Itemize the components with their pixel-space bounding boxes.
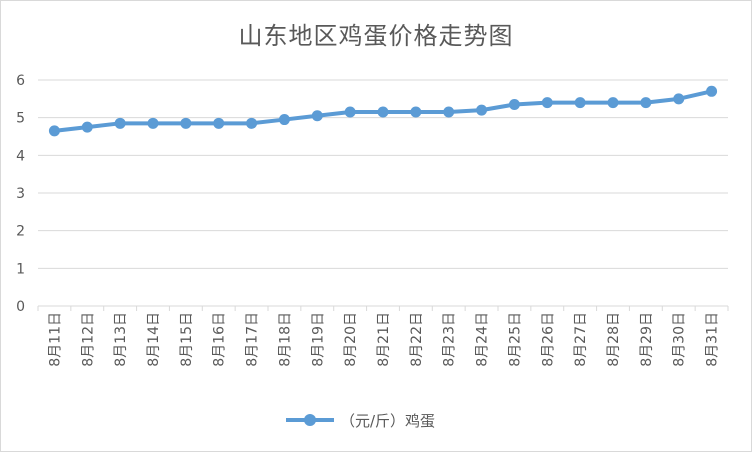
y-tick-label: 0 bbox=[16, 299, 25, 315]
x-tick-label: 8月21日 bbox=[376, 312, 392, 367]
x-tick-label: 8月17日 bbox=[245, 312, 261, 367]
x-tick-label: 8月14日 bbox=[146, 312, 162, 367]
x-tick-label: 8月30日 bbox=[672, 312, 688, 367]
data-point bbox=[410, 106, 422, 118]
x-tick-label: 8月29日 bbox=[639, 312, 655, 367]
x-tick-label: 8月27日 bbox=[573, 312, 589, 367]
data-point bbox=[673, 93, 685, 105]
x-tick-label: 8月26日 bbox=[540, 312, 556, 367]
data-point bbox=[246, 117, 258, 129]
data-point bbox=[311, 110, 323, 122]
data-point bbox=[574, 97, 586, 109]
data-point bbox=[476, 104, 488, 116]
x-tick-label: 8月13日 bbox=[113, 312, 129, 367]
y-tick-label: 4 bbox=[16, 148, 25, 164]
y-tick-label: 6 bbox=[16, 73, 25, 89]
x-tick-label: 8月22日 bbox=[409, 312, 425, 367]
x-tick-label: 8月28日 bbox=[606, 312, 622, 367]
x-tick-label: 8月12日 bbox=[80, 312, 96, 367]
legend: （元/斤）鸡蛋 bbox=[0, 408, 752, 432]
x-tick-label: 8月16日 bbox=[212, 312, 228, 367]
data-point bbox=[640, 97, 652, 109]
data-point bbox=[706, 85, 718, 97]
data-point bbox=[114, 117, 126, 129]
series-layer bbox=[48, 85, 718, 137]
x-tick-label: 8月20日 bbox=[343, 312, 359, 367]
y-tick-label: 3 bbox=[16, 186, 25, 202]
data-point bbox=[344, 106, 356, 118]
data-point bbox=[147, 117, 159, 129]
data-point bbox=[508, 98, 520, 110]
x-axis-ticks: 8月11日 8月12日 8月13日 8月14日 8月15日 8月16日 8月17日 8月18日… bbox=[37, 306, 729, 367]
x-tick-label: 8月11日 bbox=[47, 312, 63, 367]
y-tick-label: 5 bbox=[16, 111, 25, 127]
chart-title: 山东地区鸡蛋价格走势图 bbox=[238, 22, 514, 50]
data-point bbox=[180, 117, 192, 129]
x-tick-label: 8月31日 bbox=[705, 312, 721, 367]
gridlines bbox=[38, 79, 728, 307]
data-point bbox=[377, 106, 389, 118]
x-tick-label: 8月18日 bbox=[277, 312, 293, 367]
data-point bbox=[81, 121, 93, 133]
x-tick-label: 8月15日 bbox=[179, 312, 195, 367]
data-point bbox=[278, 114, 290, 126]
x-tick-label: 8月23日 bbox=[442, 312, 458, 367]
data-point bbox=[443, 106, 455, 118]
y-tick-label: 2 bbox=[16, 224, 25, 240]
data-point bbox=[541, 97, 553, 109]
x-tick-label: 8月24日 bbox=[475, 312, 491, 367]
y-axis-ticks: 0 1 2 3 4 5 6 bbox=[16, 73, 25, 315]
data-point bbox=[48, 125, 60, 137]
x-tick-label: 8月25日 bbox=[507, 312, 523, 367]
data-point bbox=[213, 117, 225, 129]
legend-marker bbox=[286, 408, 334, 432]
data-point bbox=[607, 97, 619, 109]
legend-label: （元/斤）鸡蛋 bbox=[340, 411, 436, 430]
x-tick-label: 8月19日 bbox=[310, 312, 326, 367]
y-tick-label: 1 bbox=[16, 261, 25, 277]
